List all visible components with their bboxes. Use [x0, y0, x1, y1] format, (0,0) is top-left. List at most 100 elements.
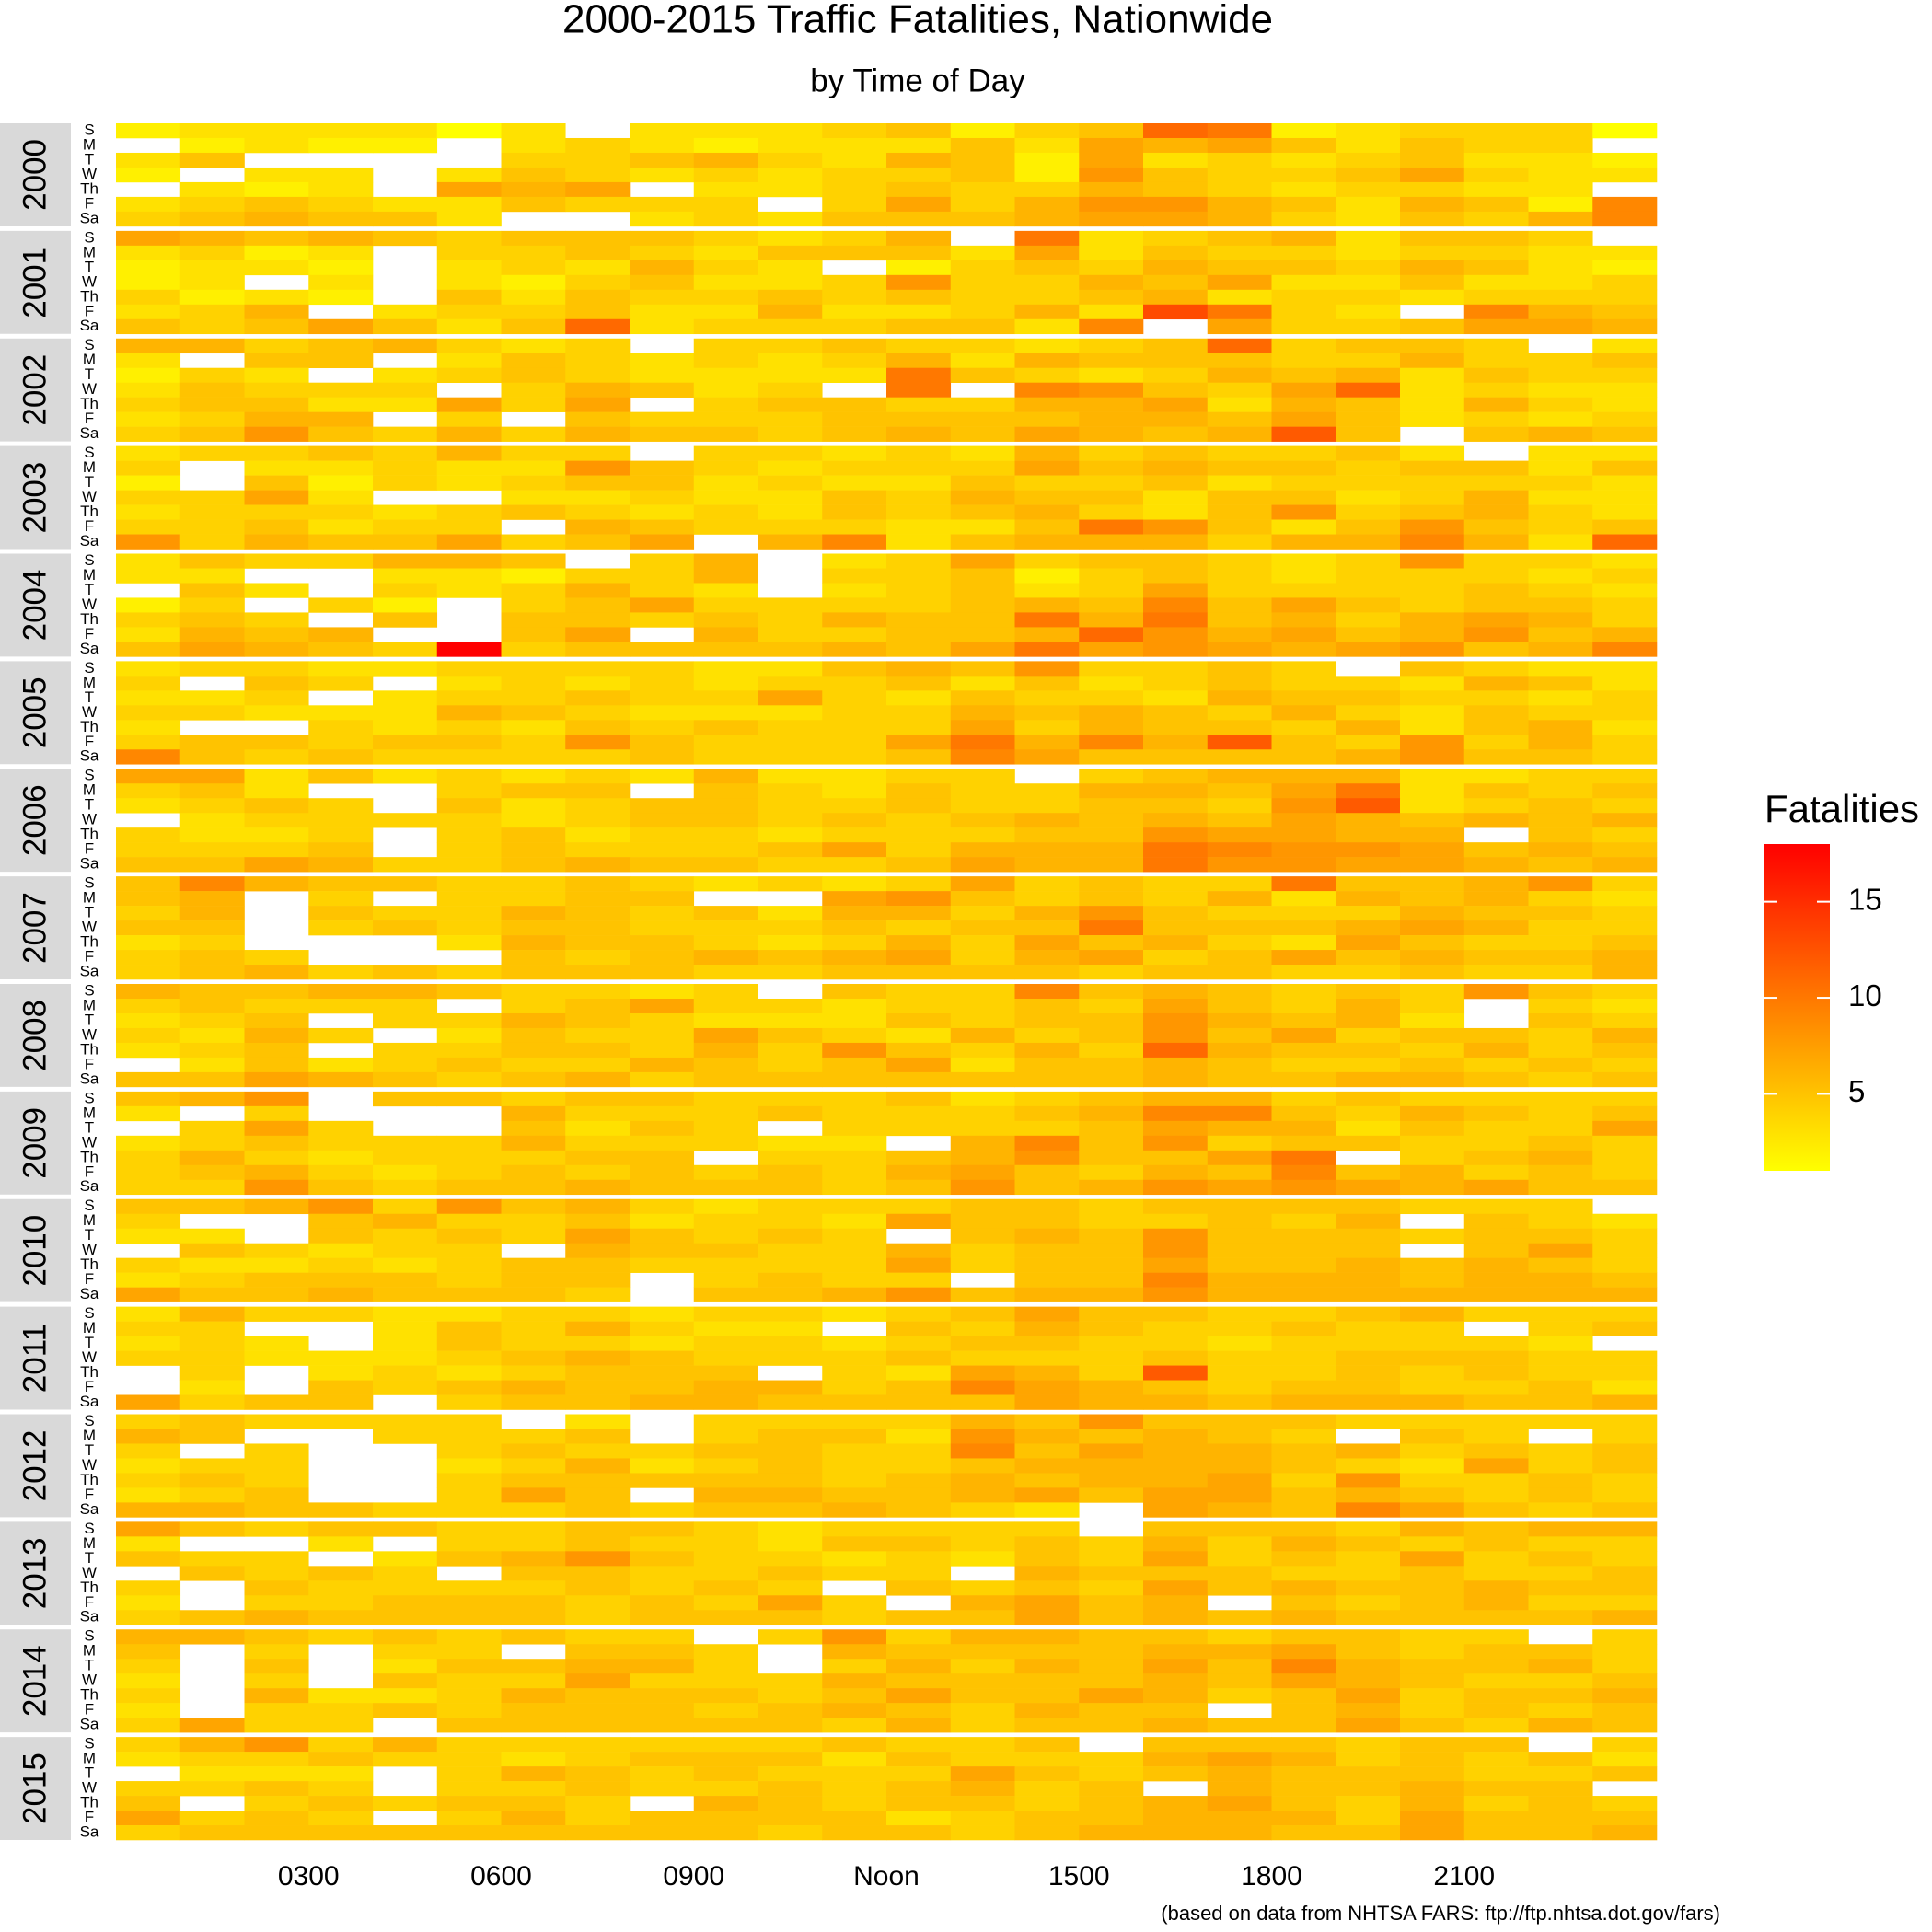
heat-cell: [1528, 411, 1593, 427]
heat-cell: [179, 627, 245, 642]
heat-cell: [1528, 1228, 1593, 1244]
heat-cell: [436, 289, 502, 306]
heat-cell: [1014, 1752, 1080, 1767]
heat-cell: [886, 1752, 952, 1767]
heat-cell: [1336, 1336, 1401, 1351]
panel-label: 2002: [17, 354, 52, 426]
heat-cell: [1143, 1135, 1209, 1151]
heat-cell: [1463, 920, 1529, 936]
heat-cell: [501, 475, 566, 491]
heat-cell: [822, 1091, 887, 1107]
heat-cell: [501, 504, 566, 520]
heat-cell: [1143, 1179, 1209, 1196]
heat-cell: [373, 1752, 438, 1767]
heat-cell: [1400, 1257, 1465, 1273]
heat-cell: [1336, 519, 1401, 535]
heat-cell: [1528, 1752, 1593, 1767]
heat-cell: [758, 798, 823, 814]
heat-cell: [1592, 411, 1658, 427]
heat-cell: [630, 827, 695, 843]
heat-cell: [1463, 642, 1529, 657]
heat-cell: [308, 798, 374, 814]
heat-cell: [1336, 1287, 1401, 1302]
heat-cell: [1592, 1350, 1658, 1366]
heat-cell: [244, 123, 309, 139]
heat-cell: [1079, 876, 1144, 892]
heat-cell: [1207, 1521, 1272, 1537]
heat-cell: [565, 1811, 631, 1826]
heat-cell: [693, 1228, 758, 1244]
heat-cell: [1463, 813, 1529, 828]
heat-cell: [886, 553, 952, 569]
heat-cell: [179, 504, 245, 520]
heat-cell: [1014, 891, 1080, 907]
heat-cell: [1336, 1443, 1401, 1459]
heat-cell: [501, 950, 566, 966]
heat-cell: [1592, 289, 1658, 306]
heat-cell: [308, 1595, 374, 1611]
heat-cell: [822, 906, 887, 921]
heat-cell: [886, 1027, 952, 1044]
heat-cell: [501, 1306, 566, 1322]
heat-cell: [886, 1164, 952, 1181]
heat-cell: [1207, 950, 1272, 966]
heat-cell: [758, 460, 823, 476]
heat-cell: [886, 338, 952, 354]
heat-cell: [1336, 769, 1401, 784]
heat-cell: [1463, 676, 1529, 691]
heat-cell: [1336, 1473, 1401, 1488]
day-label: F: [85, 1055, 94, 1072]
heat-cell: [1014, 612, 1080, 628]
heat-cell: [1592, 1766, 1658, 1782]
heat-cell: [436, 1595, 502, 1611]
heat-cell: [1271, 211, 1336, 227]
heat-cell: [822, 798, 887, 814]
heat-cell: [179, 1811, 245, 1826]
heat-cell: [1528, 1272, 1593, 1288]
heat-cell: [1014, 661, 1080, 677]
heat-cell: [1014, 504, 1080, 520]
heat-cell: [308, 1394, 374, 1410]
heat-cell: [1463, 783, 1529, 799]
heat-cell: [179, 1321, 245, 1336]
heat-cell: [501, 1566, 566, 1581]
heat-cell: [501, 230, 566, 247]
heat-cell: [1014, 1629, 1080, 1645]
heat-cell: [693, 705, 758, 721]
heat-cell: [1528, 1566, 1593, 1581]
day-label: T: [85, 796, 94, 814]
heat-cell: [758, 534, 823, 550]
heat-cell: [1528, 426, 1593, 442]
heat-cell: [1143, 152, 1209, 168]
heat-cell: [950, 690, 1015, 706]
heat-cell: [436, 813, 502, 828]
heat-cell: [822, 876, 887, 892]
heat-cell: [308, 1243, 374, 1258]
heat-cell: [116, 984, 181, 1000]
heat-cell: [179, 1414, 245, 1429]
heat-cell: [1528, 1473, 1593, 1488]
strip: [0, 1091, 71, 1195]
heat-cell: [1528, 367, 1593, 383]
day-label: F: [85, 1378, 94, 1395]
heat-cell: [1014, 1796, 1080, 1811]
heat-cell: [501, 705, 566, 721]
heat-cell: [758, 906, 823, 921]
heat-cell: [1528, 1825, 1593, 1841]
heat-cell: [1336, 597, 1401, 613]
heat-cell: [1400, 906, 1465, 921]
heat-cell: [1207, 676, 1272, 691]
day-label: T: [85, 1657, 94, 1674]
day-label: Sa: [80, 317, 99, 334]
heat-cell: [1592, 318, 1658, 335]
heat-cell: [630, 123, 695, 139]
heat-cell: [1528, 705, 1593, 721]
heat-cell: [373, 1198, 438, 1215]
heat-cell: [822, 1243, 887, 1258]
heat-cell: [436, 1644, 502, 1660]
heat-cell: [116, 1825, 181, 1841]
heat-cell: [1336, 274, 1401, 291]
heat-cell: [1207, 490, 1272, 505]
heat-cell: [1400, 1394, 1465, 1410]
heat-cell: [822, 1551, 887, 1567]
